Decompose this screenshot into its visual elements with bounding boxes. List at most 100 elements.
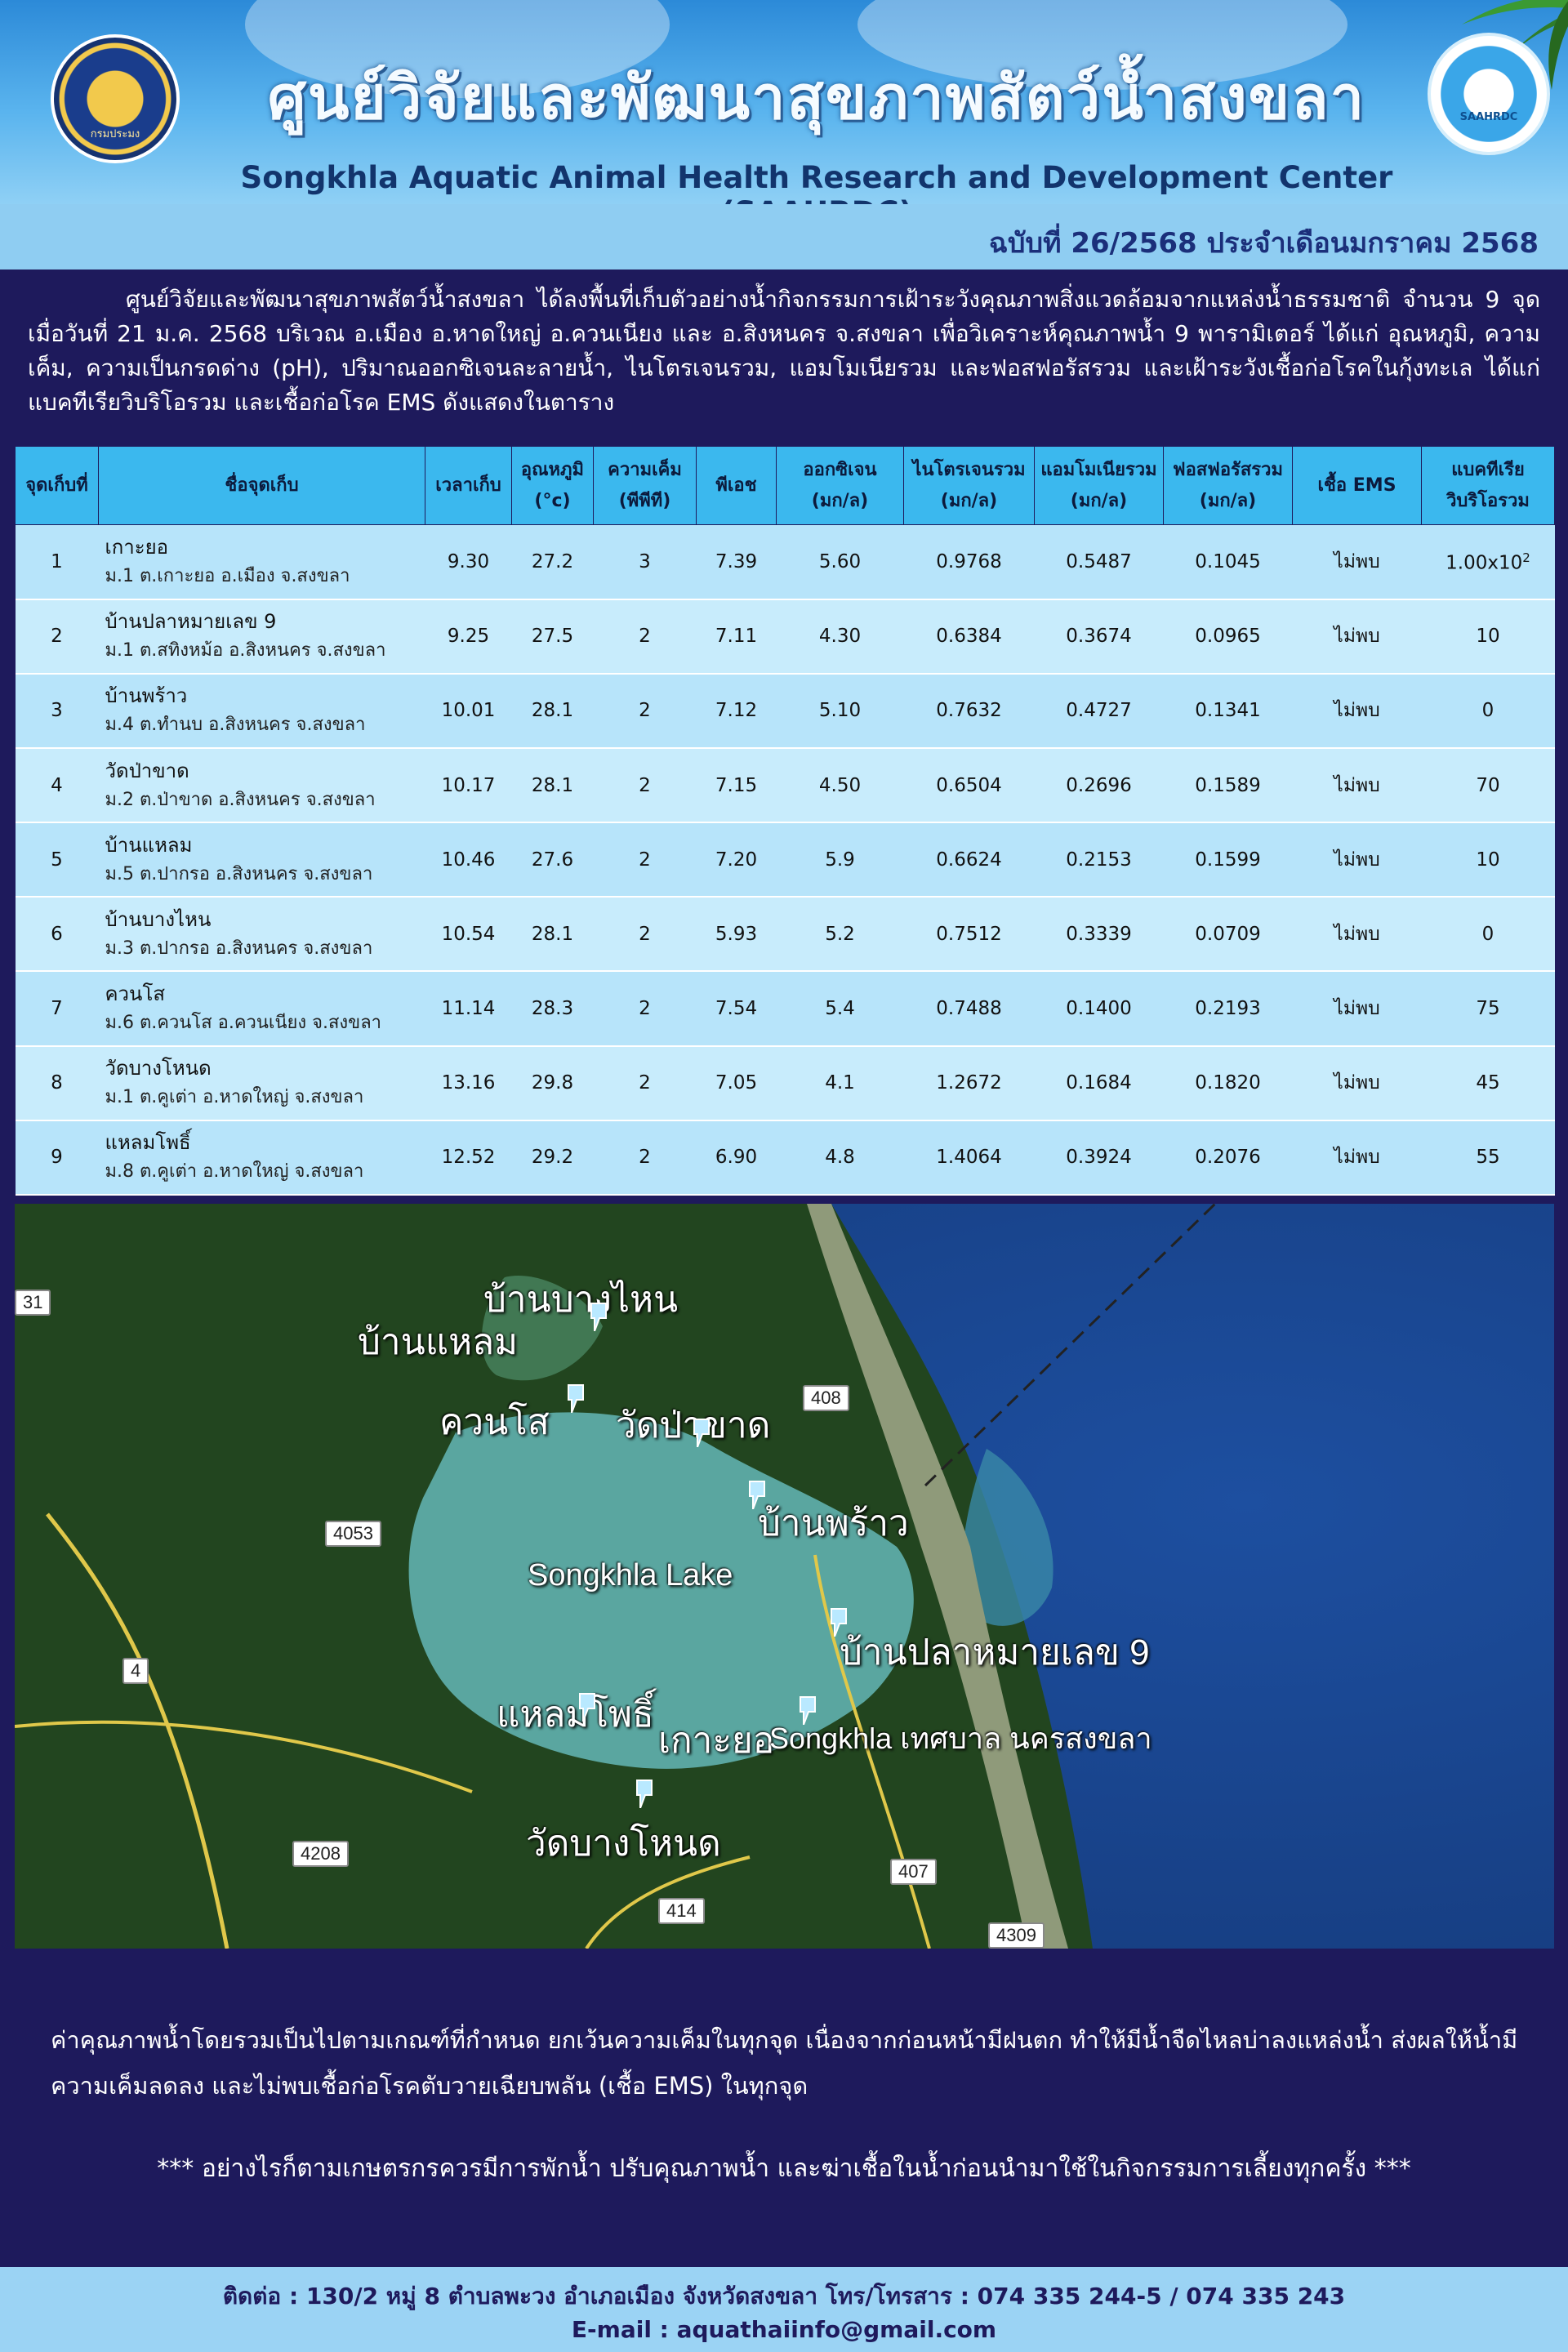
road-marker: 4309 [988,1922,1045,1949]
map-label-laem-pho: แหลมโพธิ์ [497,1695,654,1735]
cell-location: วัดป่าขาด ม.2 ต.ป่าขาด อ.สิงหนคร จ.สงขลา [98,747,425,824]
vibrio-value: 10 [1476,626,1500,648]
location-name: วัดป่าขาด [105,759,189,782]
cell-point-number: 3 [15,673,99,749]
header-temp-label: อุณหภูมิ [520,459,585,480]
header-do-label: ออกซิเจน [803,459,877,480]
cell-total-phosphorus: 0.1045 [1163,524,1293,600]
cell-vibrio: 45 [1421,1045,1555,1121]
header-nh3-unit: (มก/ล) [1070,490,1128,511]
cell-total-ammonia: 0.1400 [1034,971,1164,1047]
cell-location: บ้านบางไหนม.3 ต.ปากรอ อ.สิงหนคร จ.สงขลา [98,897,425,973]
vibrio-value: 0 [1481,923,1494,945]
header-nh3-label: แอมโมเนียรวม [1040,459,1157,480]
cell-location: ควนโส ม.6 ต.ควนโส อ.ควนเนียง จ.สงขลา [98,971,425,1047]
table-body: 1 เกาะยอ ม.1 ต.เกาะยอ อ.เมือง จ.สงขลา 9.30 2… [15,524,1555,1196]
header-tp-unit: (มก/ล) [1199,490,1257,511]
cell-total-phosphorus: 0.1820 [1163,1045,1293,1121]
cell-ems: ไม่พบ [1292,673,1422,749]
cell-total-nitrogen: 0.6504 [903,747,1035,824]
map-label-khuan-so: ควนโส [439,1402,550,1442]
cell-ph: 7.39 [696,524,777,600]
logo-right-text: SAAHRDC [1459,111,1518,123]
road-marker: 4053 [325,1521,381,1547]
cell-oxygen: 4.8 [776,1120,904,1196]
header-do-unit: (มก/ล) [811,490,869,511]
map-pin-icon [749,1481,765,1509]
cell-location: วัดบางโหนดม.1 ต.คูเต่า อ.หาดใหญ่ จ.สงขลา [98,1045,425,1121]
logo-left-text: กรมประมง [90,128,140,140]
cell-total-nitrogen: 0.7488 [903,971,1035,1047]
location-address: ม.1 ต.คูเต่า อ.หาดใหญ่ จ.สงขลา [105,1087,364,1108]
location-address: ม.1 ต.สทิงหม้อ อ.สิงหนคร จ.สงขลา [105,640,386,662]
cell-total-nitrogen: 1.4064 [903,1120,1035,1196]
table-row: 9 แหลมโพธิ์ ม.8 ต.คูเต่า อ.หาดใหญ่ จ.สงขลา… [15,1120,1555,1196]
location-name: วัดบางโหนด [105,1057,212,1080]
cell-total-ammonia: 0.3674 [1034,599,1164,675]
header-tp-label: ฟอสฟอรัสรวม [1173,459,1283,480]
header-banner: กรมประมง ศูนย์วิจัยและพัฒนาสุขภาพสัตว์น้… [0,0,1568,204]
header-sal-unit: (พีพีที) [618,490,671,511]
map-pin-icon [800,1696,816,1725]
palm-leaf-decoration [1462,0,1568,90]
water-quality-table: จุดเก็บที่ ชื่อจุดเก็บ เวลาเก็บ อุณหภูมิ… [15,446,1555,1196]
sampling-map: 31 408 4053 4 4208 407 414 4309 บ้านบางไ… [15,1204,1554,1949]
cell-oxygen: 5.4 [776,971,904,1047]
saahrdc-logo: SAAHRDC [1428,33,1550,155]
map-label-city: Songkhla เทศบาล นครสงขลา [769,1722,1152,1755]
cell-ph: 7.20 [696,822,777,898]
cell-oxygen: 5.10 [776,673,904,749]
cell-total-ammonia: 0.3339 [1034,897,1164,973]
cell-vibrio: 70 [1421,747,1555,824]
table-row: 6 บ้านบางไหน ม.3 ต.ปากรอ อ.สิงหนคร จ.สงขลา… [15,897,1555,973]
cell-vibrio: 0 [1421,897,1555,973]
location-address: ม.6 ต.ควนโส อ.ควนเนียง จ.สงขลา [105,1013,382,1034]
cell-ph: 7.05 [696,1045,777,1121]
location-name: บ้านแหลม [105,833,193,857]
header-sal-label: ความเค็ม [608,459,682,480]
road-marker: 408 [803,1385,849,1411]
cell-total-ammonia: 0.3924 [1034,1120,1164,1196]
cell-oxygen: 4.50 [776,747,904,824]
cell-time: 9.25 [425,599,512,675]
map-label-ko-yo: เกาะยอ [658,1721,775,1761]
map-label-laem: บ้านแหลม [358,1322,519,1362]
vibrio-value: 75 [1476,998,1500,1020]
cell-time: 10.17 [425,747,512,824]
map-pin-icon [579,1693,595,1722]
cell-ph: 7.15 [696,747,777,824]
cell-location: บ้านปลาหมายเลข 9 ม.1 ต.สทิงหม้อ อ.สิงหนคร… [98,599,425,675]
cell-time: 10.46 [425,822,512,898]
cell-point-number: 2 [15,599,99,675]
location-name: บ้านพร้าว [105,684,188,708]
header-total-phosphorus: ฟอสฟอรัสรวม (มก/ล) [1163,446,1293,525]
location-address: ม.3 ต.ปากรอ อ.สิงหนคร จ.สงขลา [105,938,373,959]
cell-total-phosphorus: 0.2193 [1163,971,1293,1047]
table-row: 5 บ้านแหลม ม.5 ต.ปากรอ อ.สิงหนคร จ.สงขลา 10… [15,822,1555,898]
header-ph: พีเอช [696,446,777,525]
cell-time: 13.16 [425,1045,512,1121]
cell-ems: ไม่พบ [1292,971,1422,1047]
cell-location: บ้านพร้าว ม.4 ต.ทำนบ อ.สิงหนคร จ.สงขลา [98,673,425,749]
cell-total-phosphorus: 0.0709 [1163,897,1293,973]
cell-location: แหลมโพธิ์ ม.8 ต.คูเต่า อ.หาดใหญ่ จ.สงขลา [98,1120,425,1196]
cell-time: 9.30 [425,524,512,600]
location-name: บ้านบางไหน [105,907,212,931]
cell-ph: 5.93 [696,897,777,973]
cell-point-number: 4 [15,747,99,824]
cell-ph: 6.90 [696,1120,777,1196]
department-of-fisheries-logo: กรมประมง [51,34,180,163]
header-oxygen: ออกซิเจน (มก/ล) [776,446,904,525]
header-time: เวลาเก็บ [425,446,512,525]
cell-total-nitrogen: 0.6624 [903,822,1035,898]
cell-vibrio: 1.00x102 [1421,524,1555,600]
table-header-row: จุดเก็บที่ ชื่อจุดเก็บ เวลาเก็บ อุณหภูมิ… [15,446,1555,525]
cell-total-ammonia: 0.2153 [1034,822,1164,898]
map-pin-icon [590,1303,607,1331]
contact-email[interactable]: E-mail : aquathaiinfo@gmail.com [571,2316,997,2343]
table-row: 8 วัดบางโหนด ม.1 ต.คูเต่า อ.หาดใหญ่ จ.สงขล… [15,1045,1555,1121]
header-vibrio: แบคทีเรีย วิบริโอรวม [1421,446,1555,525]
issue-bar: ฉบับที่ 26/2568 ประจำเดือนมกราคม 2568 [0,204,1568,270]
cell-temperature: 29.2 [511,1120,594,1196]
cell-salinity: 2 [593,673,697,749]
